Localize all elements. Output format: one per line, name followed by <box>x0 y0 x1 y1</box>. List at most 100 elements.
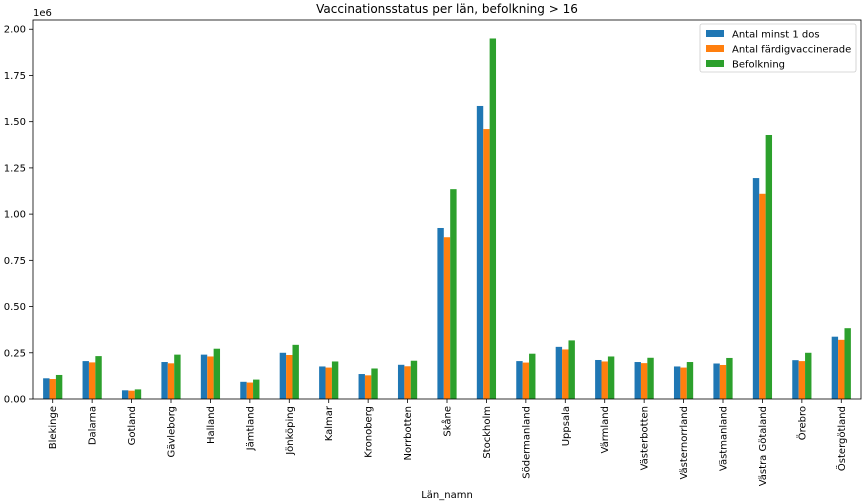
bar <box>279 352 287 399</box>
bar <box>292 344 299 399</box>
bar <box>798 361 806 399</box>
bar <box>371 368 378 399</box>
bar <box>49 379 56 399</box>
bar <box>673 366 681 399</box>
bar <box>562 349 569 399</box>
bar <box>483 129 490 399</box>
x-tick-label: Värmland <box>600 406 611 453</box>
bar <box>726 357 733 399</box>
legend-label: Antal minst 1 dos <box>732 30 820 41</box>
bar <box>595 359 602 399</box>
bar <box>240 381 247 399</box>
x-tick-label: Skåne <box>441 406 454 437</box>
plot-frame <box>32 19 862 400</box>
bar <box>713 363 720 399</box>
y-tick-label: 0.25 <box>4 348 26 359</box>
x-tick-label: Södermanland <box>521 406 532 479</box>
bar <box>719 364 727 399</box>
bar <box>759 193 766 399</box>
bar <box>805 352 812 399</box>
bar <box>128 390 135 399</box>
bar <box>686 362 694 399</box>
bar <box>680 367 687 399</box>
bar <box>607 356 615 399</box>
legend-swatch <box>706 30 724 37</box>
legend-label: Befolkning <box>732 60 785 71</box>
bar <box>82 361 89 399</box>
bar <box>522 362 530 399</box>
x-axis-label: Län_namn <box>421 490 473 501</box>
bar <box>404 366 411 399</box>
bar <box>397 364 405 399</box>
bar <box>207 356 214 399</box>
plot-area: 0.00 0.25 0.50 0.75 1.00 1.25 1.50 1.75 2.00 Blek… <box>4 25 851 486</box>
x-tick-label: Jämtland <box>245 406 256 451</box>
bar <box>831 336 839 399</box>
bar <box>364 375 372 399</box>
bar <box>358 374 365 399</box>
x-tick-label: Örebro <box>795 406 808 440</box>
legend-box <box>699 23 857 73</box>
bar <box>55 374 63 399</box>
bar <box>752 178 760 399</box>
bar <box>647 357 654 399</box>
x-tick-label: Gävleborg <box>167 406 178 457</box>
x-tick-label: Gotland <box>127 406 138 445</box>
x-tick-label: Östergötland <box>835 406 848 471</box>
chart-title: Vaccinationsstatus per län, befolkning >… <box>316 2 578 16</box>
y-tick-label: 1.00 <box>4 210 26 221</box>
bar <box>844 328 851 399</box>
y-offset-label: 1e6 <box>33 8 52 19</box>
bar <box>437 227 444 399</box>
x-tick-label: Blekinge <box>48 406 59 449</box>
bar <box>319 366 326 399</box>
bar <box>410 360 418 399</box>
bar <box>43 378 50 399</box>
bar <box>286 354 293 399</box>
legend-label: Antal färdigvaccinerade <box>732 45 851 56</box>
bar <box>88 362 96 399</box>
bar <box>601 361 608 399</box>
x-tick-label: Norrbotten <box>403 406 414 460</box>
y-tick-label: 1.50 <box>4 117 26 128</box>
bar <box>489 38 497 400</box>
bar <box>213 348 221 399</box>
bar <box>167 363 175 399</box>
bar <box>134 389 142 399</box>
bar <box>253 379 260 399</box>
bar <box>246 382 254 399</box>
bar <box>634 362 641 399</box>
y-tick-label: 2.00 <box>4 25 26 36</box>
x-tick-label: Kronoberg <box>364 406 375 458</box>
bar <box>95 356 102 399</box>
bar <box>200 354 208 399</box>
y-tick-label: 1.75 <box>4 71 26 82</box>
x-tick-label: Västmanland <box>719 406 730 471</box>
legend: Antal minst 1 dos Antal färdigvaccinerade… <box>699 23 857 73</box>
x-tick-label: Västra Götaland <box>758 406 769 486</box>
bar <box>516 361 523 399</box>
bar <box>529 353 536 399</box>
x-tick-label: Uppsala <box>561 406 572 446</box>
y-tick-label: 0.75 <box>4 256 26 267</box>
bar <box>555 346 563 399</box>
x-tick-label: Dalarna <box>88 406 99 445</box>
x-tick-label: Halland <box>206 406 217 444</box>
bar <box>568 340 575 399</box>
bar <box>161 362 168 399</box>
bar <box>838 339 845 399</box>
x-tick-label: Jönköping <box>285 406 296 456</box>
bar <box>331 361 339 399</box>
x-tick-label: Västerbotten <box>640 406 651 470</box>
bar <box>174 354 181 399</box>
legend-swatch <box>706 60 724 67</box>
bar <box>640 363 648 399</box>
x-tick-label: Kalmar <box>324 405 335 441</box>
y-tick-label: 0.00 <box>4 395 26 406</box>
bar <box>476 105 484 399</box>
bar <box>765 134 773 399</box>
y-tick-label: 1.25 <box>4 163 26 174</box>
x-tick-label: Västernorrland <box>679 406 690 480</box>
bar <box>792 360 799 399</box>
